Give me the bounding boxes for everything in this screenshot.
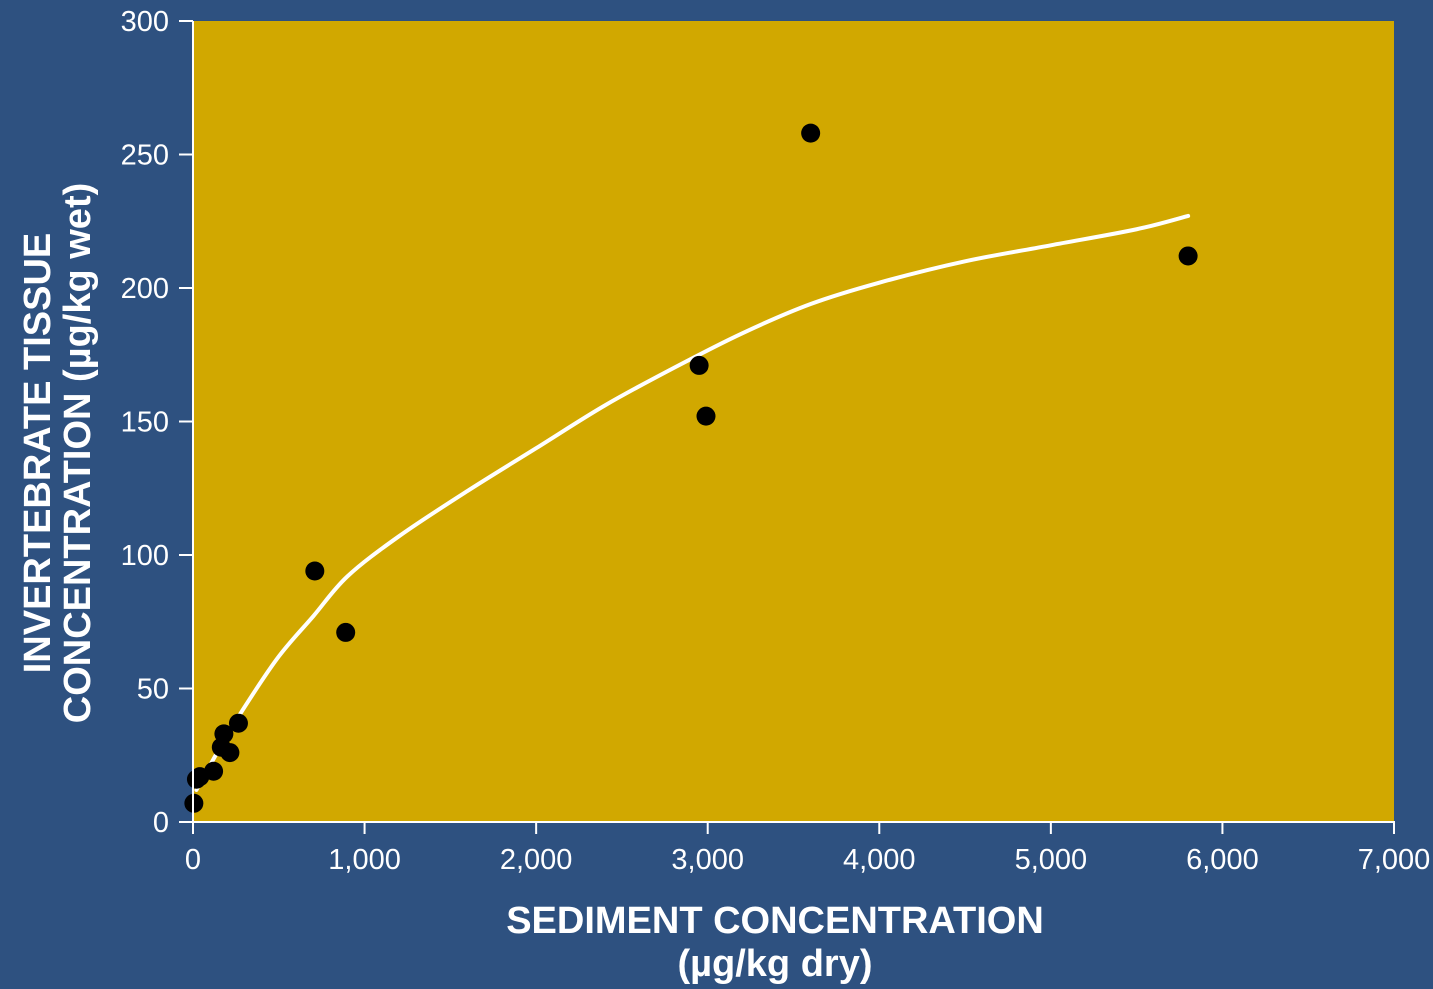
y-tick-label: 100	[121, 540, 169, 572]
data-point	[801, 124, 820, 143]
y-tick-label: 250	[121, 140, 169, 172]
y-tick-label: 200	[121, 273, 169, 305]
x-tick-label: 6,000	[1186, 844, 1259, 876]
data-point	[690, 356, 709, 375]
x-tick-label: 5,000	[1015, 844, 1088, 876]
plot-area	[193, 21, 1394, 822]
x-tick-label: 1,000	[328, 844, 401, 876]
data-point	[220, 743, 239, 762]
y-tick-label: 50	[137, 674, 169, 706]
x-tick-label: 4,000	[843, 844, 916, 876]
y-tick-label: 0	[153, 807, 169, 839]
x-tick-label: 7,000	[1358, 844, 1431, 876]
x-tick-label: 3,000	[671, 844, 744, 876]
data-point	[336, 623, 355, 642]
x-tick-label: 0	[185, 844, 201, 876]
data-point	[305, 562, 324, 581]
y-tick-label: 150	[121, 407, 169, 439]
y-axis-title-line-1: INVERTEBRATE TISSUE	[17, 233, 59, 674]
x-axis-title-line-1: SEDIMENT CONCENTRATION	[506, 900, 1044, 942]
x-axis-title-line-2: (µg/kg dry)	[677, 943, 872, 985]
data-point	[229, 714, 248, 733]
y-axis-title-line-2: CONCENTRATION (µg/kg wet)	[57, 183, 99, 724]
y-tick-label: 300	[121, 6, 169, 38]
data-point	[1179, 246, 1198, 265]
data-point	[204, 762, 223, 781]
x-tick-label: 2,000	[500, 844, 573, 876]
data-point	[696, 407, 715, 426]
